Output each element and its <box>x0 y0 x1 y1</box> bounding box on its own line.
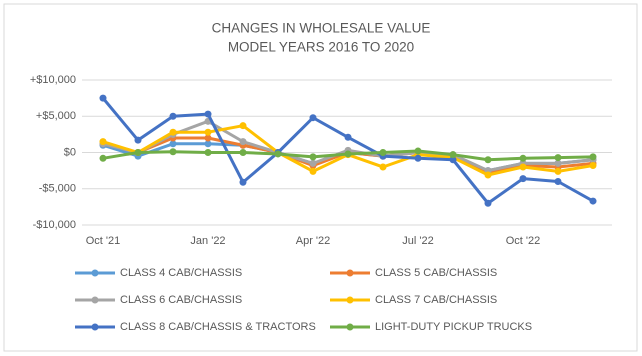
point <box>484 156 492 164</box>
point <box>204 149 212 156</box>
point <box>519 154 527 162</box>
legend-label: CLASS 4 CAB/CHASSIS <box>120 267 242 279</box>
point <box>554 167 562 175</box>
chart-title: CHANGES IN WHOLESALE VALUE <box>212 21 431 36</box>
point <box>344 133 352 141</box>
legend-label: CLASS 8 CAB/CHASSIS & TRACTORS <box>120 321 316 333</box>
point <box>99 154 107 162</box>
point <box>379 163 387 171</box>
point <box>484 199 492 207</box>
x-tick-label: Oct '21 <box>86 235 121 247</box>
legend-marker <box>346 269 354 277</box>
point <box>589 162 597 170</box>
y-tick-label: +$10,000 <box>30 74 76 86</box>
point <box>414 154 422 162</box>
legend-marker <box>91 296 99 304</box>
x-tick-label: Jul '22 <box>402 235 433 247</box>
point <box>169 112 177 120</box>
point <box>169 128 177 136</box>
y-tick-label: -$10,000 <box>33 219 76 231</box>
y-tick-label: +$5,000 <box>36 110 76 122</box>
point <box>449 156 457 164</box>
point <box>589 197 597 205</box>
y-tick-label: $0 <box>64 146 76 158</box>
point <box>589 153 597 161</box>
legend-label: LIGHT-DUTY PICKUP TRUCKS <box>375 321 532 333</box>
point <box>379 149 387 156</box>
point <box>519 175 527 183</box>
x-tick-label: Apr '22 <box>296 235 331 247</box>
legend-label: CLASS 5 CAB/CHASSIS <box>375 267 497 279</box>
point <box>274 150 282 158</box>
point <box>309 114 317 122</box>
legend-marker <box>346 296 354 304</box>
point <box>449 151 457 159</box>
point <box>554 159 562 167</box>
point <box>309 159 317 167</box>
y-tick-label: -$5,000 <box>39 183 76 195</box>
point <box>554 154 562 162</box>
point <box>239 149 247 156</box>
point <box>134 149 142 156</box>
point <box>204 110 212 118</box>
x-tick-label: Oct '22 <box>506 235 541 247</box>
point <box>309 153 317 161</box>
point <box>239 178 247 186</box>
point <box>239 138 247 146</box>
point <box>519 163 527 171</box>
x-tick-label: Jan '22 <box>190 235 225 247</box>
point <box>204 140 212 148</box>
chart-border <box>3 3 638 352</box>
point <box>99 94 107 102</box>
point <box>309 167 317 175</box>
point <box>169 140 177 148</box>
point <box>414 147 422 155</box>
point <box>344 150 352 158</box>
legend-marker <box>91 323 99 331</box>
legend-label: CLASS 7 CAB/CHASSIS <box>375 294 497 306</box>
legend-marker <box>91 269 99 277</box>
legend-label: CLASS 6 CAB/CHASSIS <box>120 294 242 306</box>
point <box>169 148 177 156</box>
chart-subtitle: MODEL YEARS 2016 TO 2020 <box>228 40 414 55</box>
legend-marker <box>346 323 354 331</box>
point <box>99 138 107 146</box>
point <box>554 178 562 185</box>
point <box>204 128 212 136</box>
point <box>134 136 142 144</box>
point <box>204 134 212 142</box>
point <box>484 171 492 179</box>
point <box>239 122 247 130</box>
